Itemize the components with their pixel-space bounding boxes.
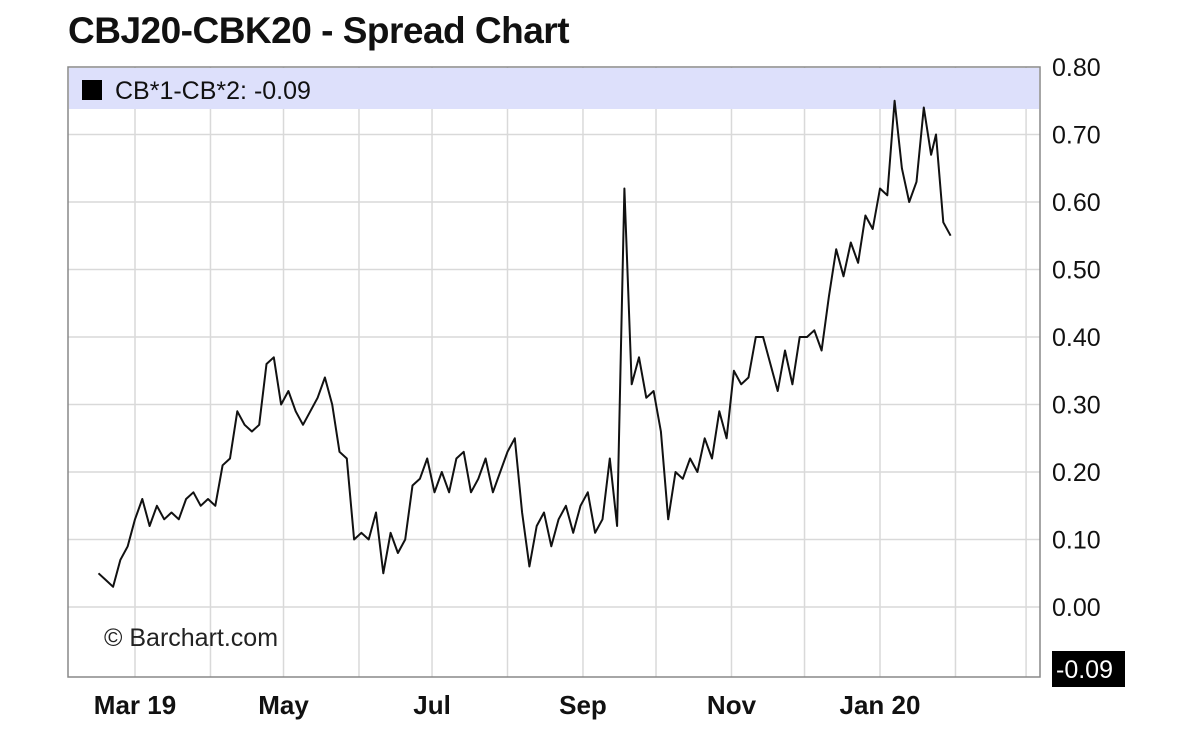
series-line: [97, 99, 952, 588]
x-tick-label: Sep: [559, 690, 607, 720]
horizontal-gridlines: [68, 133, 1040, 608]
y-tick-label: 0.40: [1052, 324, 1101, 352]
last-value-label-bg: [1052, 651, 1125, 687]
watermark: © Barchart.com: [104, 624, 278, 652]
x-tick-label: Nov: [707, 690, 757, 720]
legend-swatch: [82, 80, 102, 100]
y-tick-label: 0.80: [1052, 54, 1101, 82]
y-tick-label: 0.60: [1052, 189, 1101, 217]
x-tick-label: May: [258, 690, 309, 720]
y-tick-label: 0.50: [1052, 257, 1101, 285]
legend-label: CB*1-CB*2: -0.09: [115, 77, 311, 105]
x-tick-label: Mar 19: [94, 690, 176, 720]
plot-border: [67, 66, 1041, 678]
y-tick-label: 0.20: [1052, 459, 1101, 487]
x-axis-ticks: Mar 19 May Jul Sep Nov Jan 20: [94, 690, 921, 720]
chart-title: CBJ20-CBK20 - Spread Chart: [68, 10, 570, 51]
y-tick-label: 0.00: [1052, 594, 1101, 622]
y-tick-label: 0.70: [1052, 122, 1101, 150]
y-tick-label: 0.30: [1052, 392, 1101, 420]
y-axis-ticks: 0.80 0.70 0.60 0.50 0.40 0.30 0.20 0.10 0.00: [1052, 54, 1101, 622]
x-tick-label: Jul: [413, 690, 451, 720]
y-tick-label: 0.10: [1052, 527, 1101, 555]
legend-band: [69, 68, 1039, 109]
plot-background: [68, 67, 1040, 677]
last-value-label: -0.09: [1056, 656, 1113, 684]
x-tick-label: Jan 20: [840, 690, 921, 720]
vertical-gridlines: [134, 67, 1027, 677]
